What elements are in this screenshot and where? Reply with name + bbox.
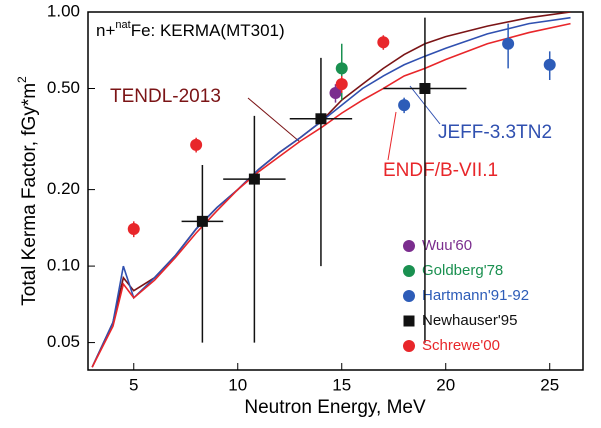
legend-marker (403, 340, 415, 352)
x-tick-label: 5 (129, 375, 138, 394)
marker (398, 99, 411, 112)
curve (91, 22, 571, 368)
marker (419, 82, 431, 94)
curve-label: JEFF-3.3TN2 (438, 122, 552, 143)
legend-marker (403, 240, 415, 252)
legend-label: Schrewe'00 (422, 337, 500, 354)
marker (196, 215, 208, 227)
curve-label: TENDL-2013 (110, 86, 221, 107)
legend-marker (403, 290, 415, 302)
leader-line (387, 111, 397, 161)
y-tick-label: 1.00 (47, 1, 80, 20)
legend-label: Hartmann'91-92 (422, 287, 529, 304)
curve-label: ENDF/B-VII.1 (383, 160, 498, 181)
marker (502, 37, 515, 50)
plot-frame (87, 11, 584, 371)
legend-label: Newhauser'95 (422, 312, 517, 329)
x-tick-label: 20 (436, 375, 455, 394)
x-tick-label: 25 (540, 375, 559, 394)
legend-label: Wuu'60 (422, 237, 472, 254)
legend-label: Goldberg'78 (422, 262, 503, 279)
y-tick-label: 0.50 (47, 78, 80, 97)
x-tick-label: 15 (332, 375, 351, 394)
marker (335, 78, 348, 91)
y-tick-label: 0.05 (47, 332, 80, 351)
legend-marker (403, 315, 415, 327)
legend-marker (403, 265, 415, 277)
curves (91, 12, 571, 368)
marker (543, 58, 556, 71)
marker (248, 173, 260, 185)
x-tick-label: 10 (228, 375, 247, 394)
y-tick-label: 0.20 (47, 179, 80, 198)
marker (335, 62, 348, 75)
marker (190, 138, 203, 151)
marker (329, 86, 342, 99)
y-tick-label: 0.10 (47, 256, 80, 275)
marker (127, 222, 140, 235)
y-axis-label: Total Kerma Factor, fGy*m2 (15, 76, 40, 306)
chart-title: n+natFe: KERMA(MT301) (96, 19, 285, 41)
x-axis-label: Neutron Energy, MeV (244, 397, 426, 418)
marker (315, 113, 327, 125)
leader-line (247, 97, 301, 143)
marker (377, 36, 390, 49)
curve (91, 16, 571, 368)
